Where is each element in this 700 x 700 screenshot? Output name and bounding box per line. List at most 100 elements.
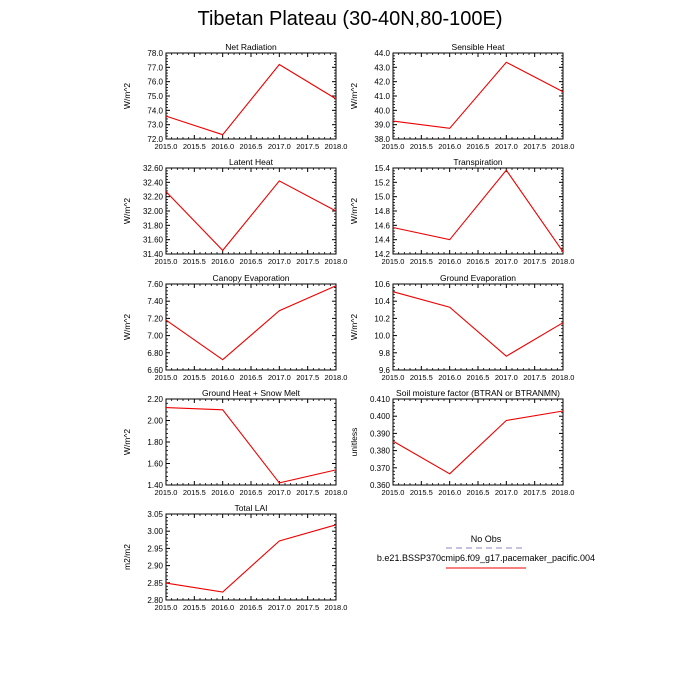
x-tick-label: 2015.5: [183, 488, 206, 497]
x-tick-label: 2015.5: [183, 142, 206, 151]
series-line: [392, 291, 564, 357]
y-tick-label: 42.0: [374, 78, 390, 87]
y-tick-label: 7.20: [147, 314, 163, 323]
panel-latent-heat: Latent Heat 2015.0 2015.5 2016.0 2016.5 2017.…: [122, 157, 347, 266]
x-tick-label: 2015.0: [382, 142, 405, 151]
y-tick-label: 6.60: [147, 366, 163, 375]
plot-frame: [392, 398, 564, 486]
x-tick-label: 2015.0: [382, 373, 405, 382]
y-tick-label: 9.8: [379, 349, 391, 358]
legend-label-no-obs: No Obs: [471, 534, 502, 544]
x-tick-label: 2016.0: [211, 603, 234, 612]
x-tick-label: 2017.5: [296, 257, 319, 266]
x-tick-label: 2017.0: [495, 373, 518, 382]
y-axis-label: W/m^2: [122, 198, 132, 224]
y-tick-label: 2.90: [147, 562, 163, 571]
x-tick-label: 2015.0: [155, 373, 178, 382]
x-tick-label: 2018.0: [552, 142, 575, 151]
y-tick-label: 14.4: [374, 236, 390, 245]
x-tick-label: 2016.5: [467, 373, 490, 382]
y-tick-label: 2.85: [147, 579, 163, 588]
x-tick-label: 2016.5: [240, 603, 263, 612]
x-tick-label: 2016.0: [438, 488, 461, 497]
series-line: [392, 169, 564, 253]
y-tick-label: 0.390: [370, 429, 391, 438]
x-tick-label: 2016.0: [438, 373, 461, 382]
y-tick-label: 31.40: [143, 250, 164, 259]
y-tick-label: 2.20: [147, 395, 163, 404]
x-tick-label: 2016.5: [240, 142, 263, 151]
x-tick-label: 2016.0: [438, 142, 461, 151]
y-tick-label: 43.0: [374, 63, 390, 72]
x-tick-label: 2015.5: [410, 373, 433, 382]
x-tick-label: 2015.0: [155, 257, 178, 266]
x-tick-label: 2016.0: [211, 373, 234, 382]
y-axis-label: unitless: [349, 428, 359, 457]
y-tick-label: 7.60: [147, 280, 163, 289]
x-tick-label: 2015.0: [382, 257, 405, 266]
panel-title: Soil moisture factor (BTRAN or BTRANMN): [396, 388, 560, 398]
x-tick-label: 2016.5: [240, 488, 263, 497]
panel-soil-moisture-factor-btran-or-btranmn: Soil moisture factor (BTRAN or BTRANMN) 2…: [349, 388, 574, 497]
y-tick-label: 15.2: [374, 178, 390, 187]
x-tick-label: 2016.0: [438, 257, 461, 266]
x-tick-label: 2017.5: [523, 488, 546, 497]
y-tick-label: 3.05: [147, 510, 163, 519]
y-tick-label: 15.4: [374, 164, 390, 173]
y-tick-label: 39.0: [374, 121, 390, 130]
x-tick-label: 2017.5: [296, 603, 319, 612]
x-tick-label: 2016.5: [467, 488, 490, 497]
plot-frame: [165, 167, 337, 255]
y-tick-label: 9.6: [379, 366, 391, 375]
y-tick-label: 3.00: [147, 527, 163, 536]
y-tick-label: 41.0: [374, 92, 390, 101]
x-tick-label: 2016.0: [211, 142, 234, 151]
x-tick-label: 2017.5: [523, 257, 546, 266]
x-tick-label: 2017.0: [495, 488, 518, 497]
y-tick-label: 10.2: [374, 314, 390, 323]
series-line: [165, 524, 337, 593]
y-tick-label: 32.00: [143, 207, 164, 216]
panel-title: Total LAI: [234, 503, 267, 513]
x-tick-label: 2015.5: [410, 257, 433, 266]
x-tick-label: 2017.0: [268, 488, 291, 497]
x-tick-label: 2016.0: [211, 257, 234, 266]
y-tick-label: 32.20: [143, 193, 164, 202]
y-axis-label: W/m^2: [349, 314, 359, 340]
panel-total-lai: Total LAI 2015.0 2015.5 2016.0 2016.5 2017.0 2…: [122, 503, 347, 612]
x-tick-label: 2018.0: [552, 373, 575, 382]
series-line: [392, 410, 564, 475]
panel-ground-heat-snow-melt: Ground Heat + Snow Melt 2015.0 2015.5 2016.…: [122, 388, 347, 497]
x-tick-label: 2018.0: [325, 257, 348, 266]
y-tick-label: 14.2: [374, 250, 390, 259]
x-tick-label: 2017.0: [495, 257, 518, 266]
panel-title: Transpiration: [453, 157, 503, 167]
y-tick-label: 14.8: [374, 207, 390, 216]
x-tick-label: 2017.5: [296, 488, 319, 497]
y-tick-label: 10.6: [374, 280, 390, 289]
y-tick-label: 2.95: [147, 544, 163, 553]
series-line: [165, 63, 337, 136]
y-tick-label: 0.400: [370, 412, 391, 421]
panel-title: Sensible Heat: [452, 42, 506, 52]
panel-title: Ground Evaporation: [440, 273, 516, 283]
y-tick-label: 2.00: [147, 417, 163, 426]
y-axis-label: W/m^2: [349, 198, 359, 224]
x-tick-label: 2018.0: [325, 603, 348, 612]
x-tick-label: 2017.0: [495, 142, 518, 151]
legend-label-model: b.e21.BSSP370cmip6.f09_g17.pacemaker_pac…: [377, 553, 595, 563]
y-tick-label: 32.60: [143, 164, 164, 173]
y-tick-label: 78.0: [147, 49, 163, 58]
y-axis-label: W/m^2: [122, 314, 132, 340]
panel-net-radiation: Net Radiation 2015.0 2015.5 2016.0 2016.5 201…: [122, 42, 347, 151]
plot-frame: [392, 167, 564, 255]
y-tick-label: 1.80: [147, 438, 163, 447]
y-tick-label: 0.370: [370, 464, 391, 473]
y-tick-label: 0.380: [370, 447, 391, 456]
y-tick-label: 31.60: [143, 236, 164, 245]
y-tick-label: 74.0: [147, 106, 163, 115]
series-line: [165, 285, 337, 361]
series-line: [165, 180, 337, 252]
x-tick-label: 2017.0: [268, 257, 291, 266]
